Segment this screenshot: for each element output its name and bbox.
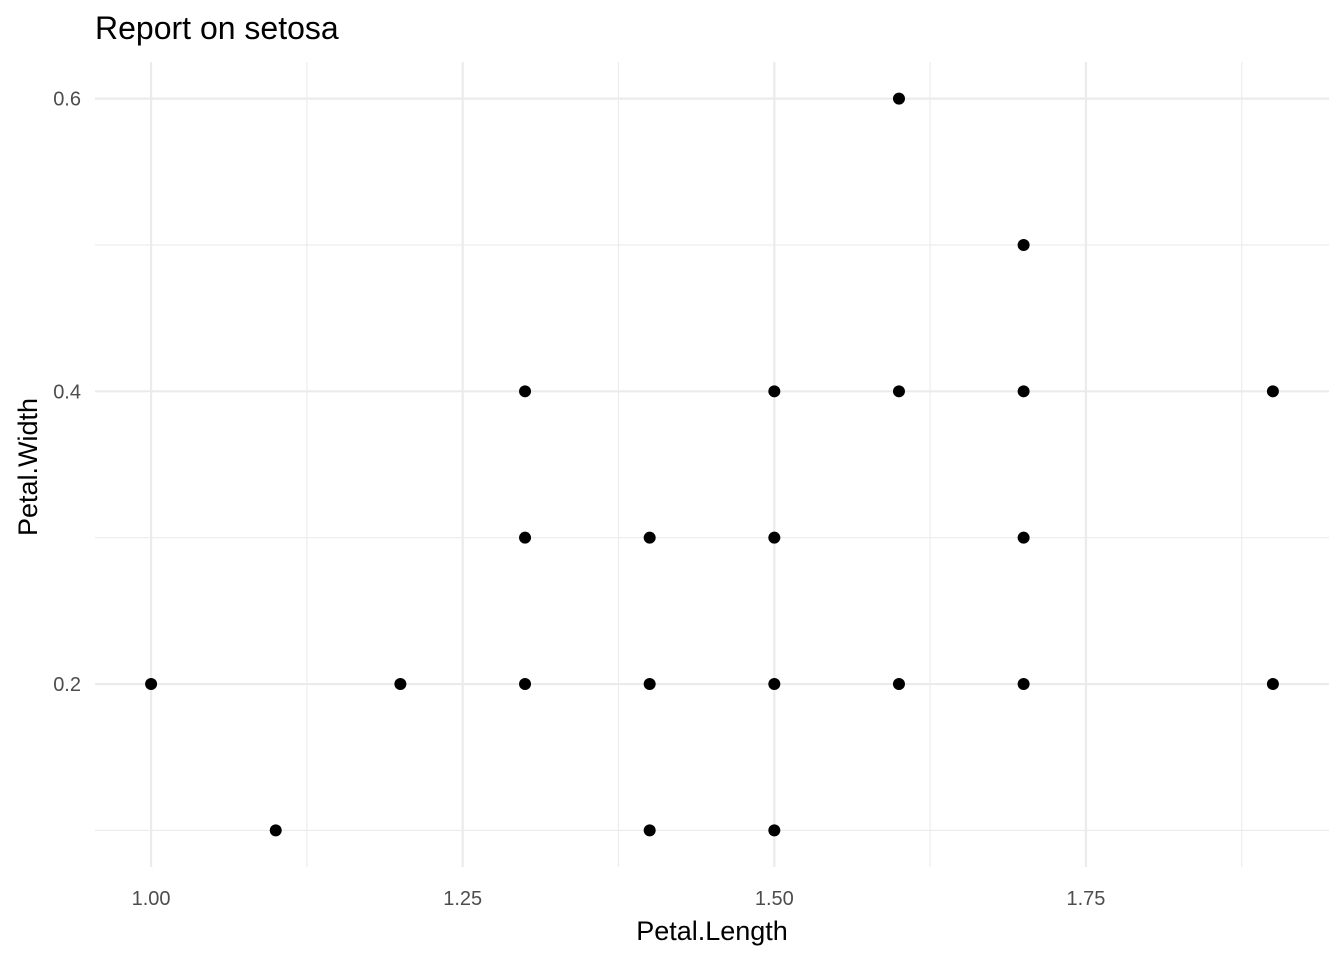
- data-point: [519, 678, 532, 691]
- y-tick-labels: 0.2 0.4 0.6: [53, 89, 81, 696]
- data-point: [1017, 238, 1030, 251]
- x-axis-title: Petal.Length: [636, 916, 788, 946]
- data-point: [892, 678, 905, 691]
- x-tick-label: 1.50: [755, 888, 794, 910]
- data-point: [643, 531, 656, 544]
- data-point: [519, 385, 532, 398]
- x-tick-label: 1.75: [1066, 888, 1105, 910]
- data-point: [269, 824, 282, 837]
- data-point: [145, 678, 158, 691]
- data-point: [768, 385, 781, 398]
- x-tick-label: 1.25: [443, 888, 482, 910]
- data-point: [768, 531, 781, 544]
- data-point: [1017, 385, 1030, 398]
- y-axis-title: Petal.Width: [13, 398, 43, 536]
- data-points: [145, 92, 1279, 837]
- data-point: [892, 92, 905, 105]
- grid-lines: [95, 62, 1329, 867]
- chart-title: Report on setosa: [95, 10, 339, 46]
- data-point: [1266, 385, 1279, 398]
- y-tick-label: 0.2: [53, 674, 81, 696]
- data-point: [1017, 531, 1030, 544]
- data-point: [643, 678, 656, 691]
- data-point: [768, 678, 781, 691]
- y-tick-label: 0.6: [53, 89, 81, 111]
- data-point: [394, 678, 407, 691]
- data-point: [519, 531, 532, 544]
- y-tick-label: 0.4: [53, 381, 81, 403]
- x-tick-label: 1.00: [132, 888, 171, 910]
- data-point: [1266, 678, 1279, 691]
- data-point: [1017, 678, 1030, 691]
- data-point: [892, 385, 905, 398]
- data-point: [643, 824, 656, 837]
- data-point: [768, 824, 781, 837]
- x-tick-labels: 1.00 1.25 1.50 1.75: [132, 888, 1106, 910]
